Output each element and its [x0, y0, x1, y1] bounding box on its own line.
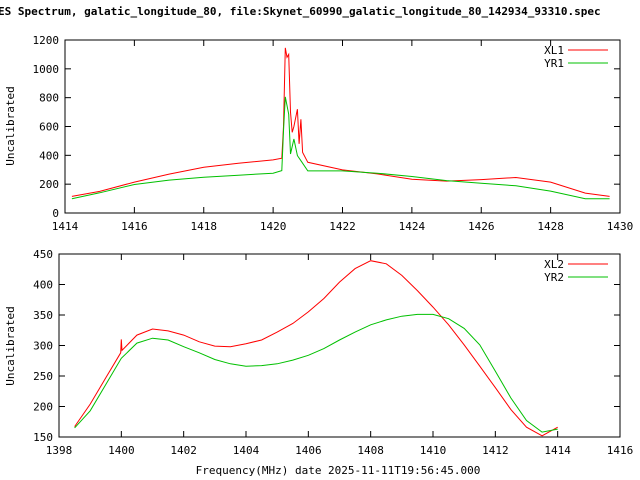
y-tick-label: 800	[39, 92, 59, 105]
legend-label: XL1	[544, 44, 564, 57]
series-line-yr2	[74, 313, 558, 433]
x-tick-label: 1426	[468, 220, 495, 233]
y-axis-label: Uncalibrated	[4, 86, 17, 165]
x-tick-label: 1400	[108, 444, 135, 457]
x-tick-label: 1416	[121, 220, 148, 233]
y-tick-label: 0	[52, 207, 59, 220]
x-tick-label: 1410	[420, 444, 447, 457]
x-tick-label: 1422	[329, 220, 356, 233]
chart-title: ES Spectrum, galatic_longitude_80, file:…	[0, 5, 601, 18]
x-tick-label: 1406	[295, 444, 322, 457]
x-tick-label: 1398	[46, 444, 73, 457]
x-tick-label: 1414	[544, 444, 571, 457]
bottom-plot: 150 200 250 300 350 400 450 1398 1400 1402 1404 140…	[4, 248, 633, 457]
x-tick-label: 1408	[357, 444, 384, 457]
series-line-xl2	[74, 260, 558, 437]
x-tick-label: 1420	[260, 220, 287, 233]
y-tick-label: 1200	[33, 34, 60, 47]
y-tick-label: 250	[33, 370, 53, 383]
y-tick-label: 600	[39, 121, 59, 134]
y-tick-label: 200	[33, 401, 53, 414]
y-tick-label: 450	[33, 248, 53, 261]
x-tick-label: 1428	[537, 220, 564, 233]
y-tick-label: 350	[33, 309, 53, 322]
y-tick-label: 200	[39, 178, 59, 191]
x-tick-label: 1430	[607, 220, 634, 233]
legend-label: YR2	[544, 271, 564, 284]
y-tick-label: 300	[33, 340, 53, 353]
legend-label: XL2	[544, 258, 564, 271]
y-tick-label: 400	[39, 149, 59, 162]
x-tick-label: 1424	[399, 220, 426, 233]
series-line-yr1	[71, 96, 610, 200]
x-tick-label: 1414	[52, 220, 79, 233]
x-axis-label: Frequency(MHz) date 2025-11-11T19:56:45.…	[196, 464, 481, 477]
series-line-xl1	[71, 47, 610, 197]
top-plot: 0 200 400 600 800 1000 1200 1414 1416 1418 1420 142…	[4, 34, 633, 233]
plot-border	[64, 39, 621, 214]
x-tick-label: 1402	[170, 444, 197, 457]
y-tick-label: 400	[33, 279, 53, 292]
y-axis-label: Uncalibrated	[4, 306, 17, 385]
legend-label: YR1	[544, 57, 564, 70]
x-tick-label: 1416	[607, 444, 634, 457]
y-tick-label: 1000	[33, 63, 60, 76]
x-tick-label: 1418	[191, 220, 218, 233]
x-tick-label: 1412	[482, 444, 509, 457]
y-tick-label: 150	[33, 431, 53, 444]
x-tick-label: 1404	[233, 444, 260, 457]
